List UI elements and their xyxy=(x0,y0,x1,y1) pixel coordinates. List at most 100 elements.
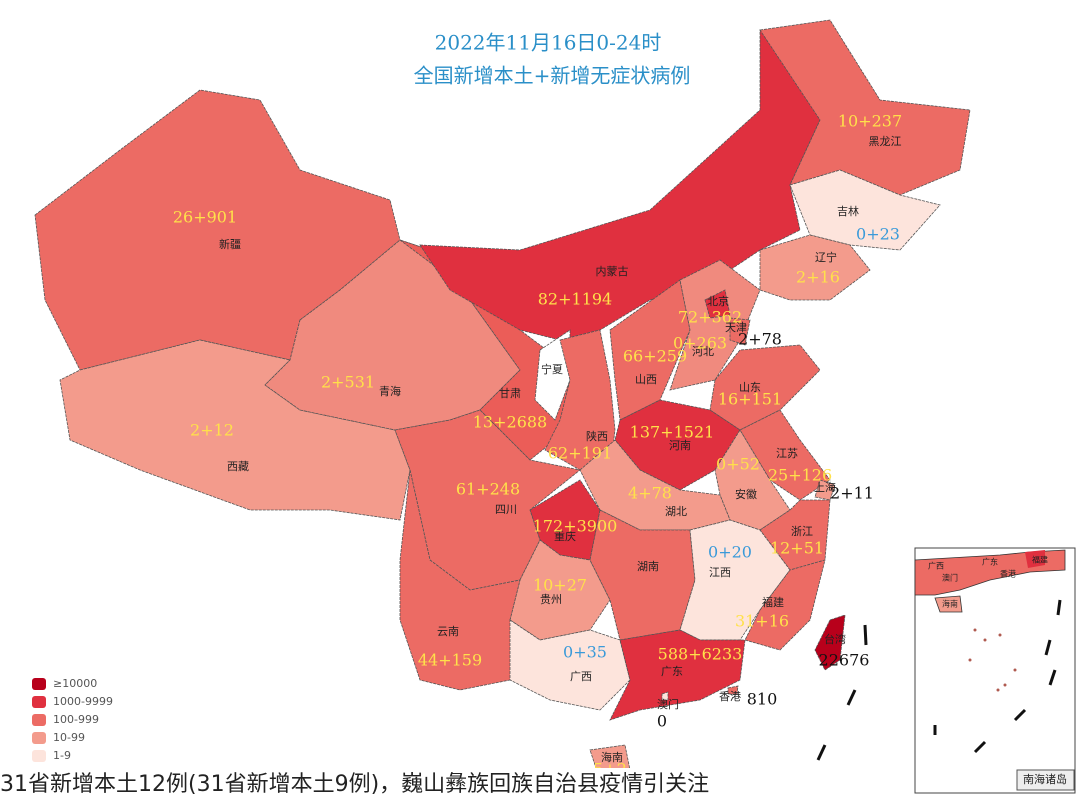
province xyxy=(789,169,941,251)
province-count: 0+20 xyxy=(708,543,752,562)
inset-label: 福建 xyxy=(1032,555,1048,565)
province-count: 0+23 xyxy=(856,225,900,244)
province-name: 四川 xyxy=(495,503,517,516)
province xyxy=(399,469,541,691)
province-name: 安徽 xyxy=(735,487,757,501)
province xyxy=(814,614,846,671)
province-name: 澳门 xyxy=(657,697,679,711)
legend-label: 1-9 xyxy=(53,749,71,762)
province-count: 44+159 xyxy=(418,651,482,670)
inset-title: 南海诸岛 xyxy=(1023,772,1067,786)
province-name: 上海 xyxy=(814,480,836,494)
province-count: 16+151 xyxy=(718,390,782,409)
province-name: 青海 xyxy=(379,384,401,398)
province-name: 江苏 xyxy=(776,447,798,460)
province-count: 0+52 xyxy=(716,455,760,474)
province-count: 0 xyxy=(657,712,667,731)
province-count: 2+11 xyxy=(830,484,874,503)
inset-label: 海南 xyxy=(942,599,958,609)
province-name: 内蒙古 xyxy=(596,264,629,278)
province-name: 新疆 xyxy=(219,237,241,251)
province-count: 0+35 xyxy=(563,643,607,662)
legend-swatch xyxy=(32,714,46,726)
province-name: 宁夏 xyxy=(541,362,563,376)
province-name: 湖北 xyxy=(665,505,687,518)
province-count: 62+191 xyxy=(548,444,612,463)
legend: ≥10000 1000-9999 100-999 10-99 1-9 xyxy=(32,677,113,762)
province-count: 810 xyxy=(747,690,778,709)
province-name: 广西 xyxy=(570,670,592,683)
legend-swatch xyxy=(32,750,46,762)
regions xyxy=(34,19,971,781)
province xyxy=(729,317,751,346)
province-count: 4+78 xyxy=(628,484,672,503)
province-name: 台湾 xyxy=(824,632,846,646)
province xyxy=(759,19,971,196)
province-name: 山西 xyxy=(635,373,657,386)
province-count: 10+27 xyxy=(533,576,587,595)
province-count: 137+1521 xyxy=(630,423,715,442)
nine-dash xyxy=(816,624,868,761)
inset-island xyxy=(934,595,963,613)
province-count: 2+531 xyxy=(321,373,375,392)
province-name: 江西 xyxy=(709,566,731,579)
province-name: 云南 xyxy=(437,625,459,638)
province-name: 湖南 xyxy=(637,560,659,573)
legend-label: 1000-9999 xyxy=(53,695,113,708)
legend-swatch xyxy=(32,678,46,690)
province-count: 66+259 xyxy=(623,347,687,366)
inset-label: 香港 xyxy=(1000,569,1016,579)
province xyxy=(661,691,669,701)
province-count: 82+1194 xyxy=(538,290,612,309)
province-name: 河南 xyxy=(669,439,691,452)
province-count: 0+263 xyxy=(673,334,727,353)
province-name: 吉林 xyxy=(837,204,859,218)
province xyxy=(509,619,631,711)
legend-label: 100-999 xyxy=(53,713,99,726)
province xyxy=(814,479,836,501)
province xyxy=(669,259,761,391)
province xyxy=(759,234,871,301)
province-count: 31+16 xyxy=(735,612,789,631)
inset-land xyxy=(1025,550,1045,568)
inset-label: 广东 xyxy=(982,557,998,567)
inset-title-box xyxy=(1016,769,1075,791)
province xyxy=(419,29,831,341)
province xyxy=(679,519,791,641)
province-name: 陕西 xyxy=(586,429,608,443)
subtitle: 全国新增本土+新增无症状病例 xyxy=(414,64,691,88)
inset-label: 澳门 xyxy=(942,573,958,583)
province-count: 2+78 xyxy=(738,330,782,349)
province xyxy=(727,685,739,695)
province-count: 26+901 xyxy=(173,208,237,227)
province-count: 12+51 xyxy=(770,539,824,558)
province-name: 北京 xyxy=(707,294,729,308)
province-name: 河北 xyxy=(692,345,714,358)
legend-label: 10-99 xyxy=(53,731,85,744)
province-name: 西藏 xyxy=(227,460,249,473)
legend-label: ≥10000 xyxy=(53,677,97,690)
province-count: 2+16 xyxy=(796,268,840,287)
province-count: 61+248 xyxy=(456,480,520,499)
province xyxy=(714,429,791,531)
province-count: 588+6233 xyxy=(658,645,743,664)
province xyxy=(704,289,731,319)
province-count: 25+126 xyxy=(768,466,832,485)
caption-band xyxy=(0,768,880,800)
province-count: 22676 xyxy=(819,651,870,670)
legend-swatch xyxy=(32,732,46,744)
province-name: 福建 xyxy=(762,595,784,609)
province-name: 浙江 xyxy=(791,525,813,538)
caption: 31省新增本土12例(31省新增本土9例)，巍山彝族回族自治县疫情引关注 xyxy=(0,772,709,797)
legend-swatch xyxy=(32,696,46,708)
province xyxy=(744,559,826,651)
province-name: 山东 xyxy=(739,381,761,394)
province-name: 海南 xyxy=(601,750,623,764)
province-name: 重庆 xyxy=(554,529,576,543)
province-count: 2+12 xyxy=(190,421,234,440)
province-name: 香港 xyxy=(719,690,741,703)
province-count: 13+2688 xyxy=(473,413,547,432)
province-count: 10+237 xyxy=(838,112,902,131)
